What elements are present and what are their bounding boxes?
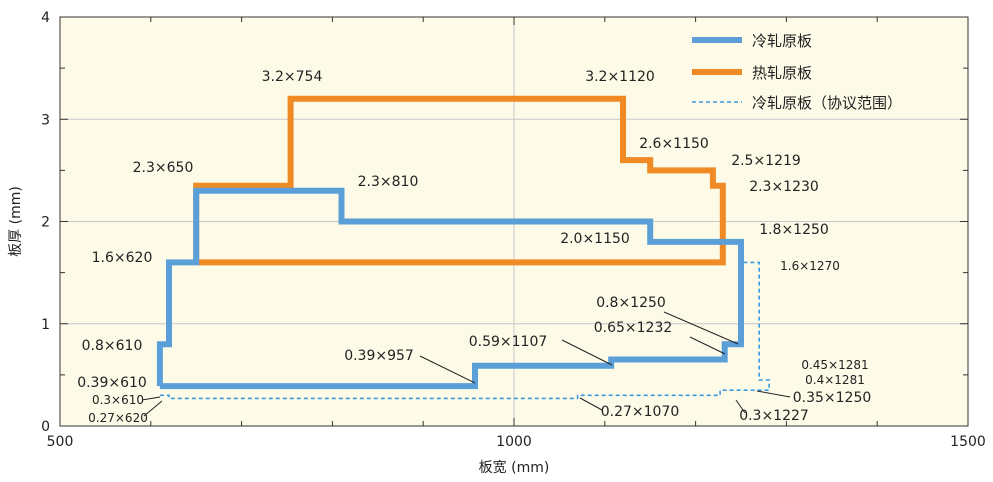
series-line-cold-agreement: [159, 261, 770, 400]
axes: 500 1000 1500 0 1 2 3 4: [41, 10, 986, 450]
point-label: 2.3×810: [358, 174, 419, 190]
leader-line: [689, 336, 726, 355]
point-label: 2.0×1150: [560, 231, 630, 247]
leader-line: [579, 397, 603, 411]
point-label: 1.6×1270: [780, 259, 840, 273]
point-label: 0.8×610: [82, 338, 143, 354]
point-label: 0.45×1281: [801, 358, 868, 372]
point-label: 2.6×1150: [639, 136, 709, 152]
y-tick-label: 1: [41, 317, 50, 333]
point-label: 0.65×1232: [594, 320, 673, 336]
point-label: 0.3×610: [92, 393, 144, 407]
point-label: 2.3×650: [133, 160, 194, 176]
series-line-cold: [156, 187, 744, 390]
x-tick-label: 500: [47, 434, 74, 450]
point-label: 2.3×1230: [749, 179, 819, 195]
point-label: 0.8×1250: [596, 295, 666, 311]
point-label: 0.4×1281: [805, 373, 865, 387]
series-line-hot: [193, 95, 726, 266]
x-tick-label: 1000: [496, 434, 532, 450]
y-tick-label: 2: [41, 215, 50, 231]
leader-lines: [141, 311, 791, 417]
y-axis-title: 板厚 (mm): [8, 186, 24, 257]
leader-line: [143, 400, 163, 417]
leader-line: [141, 396, 161, 401]
point-label: 0.27×1070: [601, 404, 680, 420]
legend-label: 冷轧原板: [752, 32, 812, 50]
point-label: 0.27×620: [88, 411, 148, 425]
legend-label: 热轧原板: [752, 64, 812, 82]
y-tick-label: 0: [41, 419, 50, 435]
plot-frame: [59, 16, 969, 427]
leader-line: [419, 355, 476, 384]
point-labels: 3.2×754 3.2×1120 2.3×650 2.3×810 2.6×1150 2.5…: [77, 69, 871, 425]
point-label: 3.2×1120: [585, 69, 655, 85]
point-label: 0.39×957: [344, 348, 414, 364]
legend-label: 冷轧原板（协议范围）: [752, 94, 902, 112]
leader-line: [663, 311, 739, 345]
point-label: 1.8×1250: [759, 222, 829, 238]
y-tick-label: 4: [41, 10, 50, 26]
point-label: 2.5×1219: [731, 153, 801, 169]
x-axis-title: 板宽 (mm): [479, 459, 550, 476]
point-label: 1.6×620: [92, 250, 153, 266]
x-tick-label: 1500: [950, 434, 986, 450]
leader-line: [561, 339, 613, 366]
point-label: 3.2×754: [262, 69, 323, 85]
point-label: 0.39×610: [77, 375, 147, 391]
series-group: [156, 95, 770, 400]
leader-line: [756, 390, 791, 398]
point-label: 0.3×1227: [739, 408, 809, 424]
y-tick-label: 3: [41, 112, 50, 128]
point-label: 0.59×1107: [469, 334, 548, 350]
point-label: 0.35×1250: [793, 390, 872, 406]
leader-line: [735, 399, 746, 414]
